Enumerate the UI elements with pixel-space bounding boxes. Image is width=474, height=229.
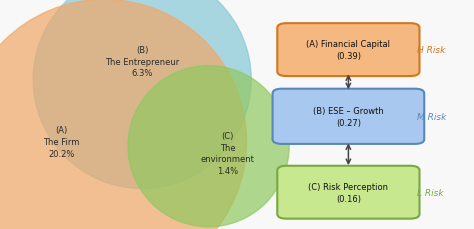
Ellipse shape — [128, 66, 289, 227]
Text: H Risk: H Risk — [417, 46, 446, 55]
FancyBboxPatch shape — [273, 89, 424, 144]
Ellipse shape — [33, 0, 251, 189]
FancyBboxPatch shape — [277, 166, 419, 219]
Text: (A) Financial Capital
(0.39): (A) Financial Capital (0.39) — [306, 40, 391, 61]
Text: (C) Risk Perception
(0.16): (C) Risk Perception (0.16) — [309, 182, 388, 203]
FancyBboxPatch shape — [277, 24, 419, 77]
Text: (A)
The Firm
20.2%: (A) The Firm 20.2% — [44, 126, 80, 158]
Text: (B) ESE – Growth
(0.27): (B) ESE – Growth (0.27) — [313, 106, 384, 127]
Text: (B)
The Entrepreneur
6.3%: (B) The Entrepreneur 6.3% — [105, 46, 179, 78]
Ellipse shape — [0, 0, 246, 229]
Text: L Risk: L Risk — [417, 188, 444, 197]
Text: M Risk: M Risk — [417, 112, 447, 121]
Text: (C)
The
environment
1.4%: (C) The environment 1.4% — [201, 131, 255, 176]
